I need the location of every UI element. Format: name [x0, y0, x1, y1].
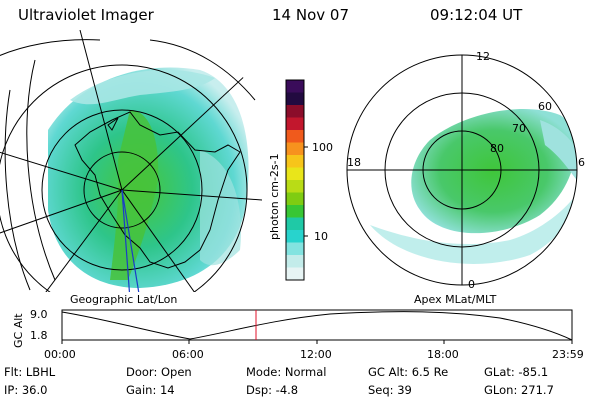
colorbar-tick-10: 10 — [314, 230, 328, 243]
colorbar-segment — [286, 242, 304, 256]
colorbar-segment — [286, 167, 304, 181]
colorbar-segment — [286, 217, 304, 231]
colorbar-tick-100: 100 — [312, 141, 333, 154]
colorbar-segment — [286, 130, 304, 143]
right-map-caption: Apex MLat/MLT — [414, 293, 497, 306]
timeline-plot: GC Alt 9.0 1.8 00:00 06:00 12:00 18:00 2… — [12, 308, 584, 361]
colorbar-segment — [286, 155, 304, 168]
timeline-ytick-high: 9.0 — [30, 308, 48, 321]
timeline-axis-label: GC Alt — [12, 313, 25, 348]
timeline-xtick-1800: 18:00 — [427, 348, 459, 361]
geographic-map — [0, 30, 262, 292]
timeline-xtick-1200: 12:00 — [300, 348, 332, 361]
info-gain: Gain: 14 — [126, 383, 175, 397]
timeline-xtick-2359: 23:59 — [552, 348, 584, 361]
mlt-label-0: 0 — [468, 278, 475, 291]
info-gcalt: GC Alt: 6.5 Re — [368, 365, 449, 379]
mlat-label-60: 60 — [538, 100, 552, 113]
info-door: Door: Open — [126, 365, 192, 379]
timeline-xtick-0000: 00:00 — [44, 348, 76, 361]
colorbar: 100 10 photon cm-2s-1 — [268, 79, 333, 281]
colorbar-segment — [286, 255, 304, 268]
left-map-caption: Geographic Lat/Lon — [70, 293, 177, 306]
colorbar-segment — [286, 80, 304, 93]
apex-map: 12 18 6 0 60 70 80 — [346, 50, 585, 291]
colorbar-segment — [286, 92, 304, 106]
mlat-label-80: 80 — [490, 142, 504, 155]
info-glon: GLon: 271.7 — [484, 383, 554, 397]
app-title: Ultraviolet Imager — [18, 6, 154, 24]
colorbar-segment — [286, 117, 304, 131]
colorbar-segment — [286, 142, 304, 156]
info-dsp: Dsp: -4.8 — [246, 383, 299, 397]
colorbar-segment — [286, 205, 304, 218]
timeline-ytick-low: 1.8 — [30, 329, 48, 342]
date-label: 14 Nov 07 — [272, 6, 349, 24]
timeline-xtick-0600: 06:00 — [172, 348, 204, 361]
mlt-label-18: 18 — [347, 156, 361, 169]
mlat-label-70: 70 — [512, 122, 526, 135]
info-glat: GLat: -85.1 — [484, 365, 549, 379]
colorbar-unit-label: photon cm-2s-1 — [268, 153, 281, 240]
mlt-label-6: 6 — [578, 156, 585, 169]
info-mode: Mode: Normal — [246, 365, 327, 379]
colorbar-segment — [286, 180, 304, 193]
info-ip: IP: 36.0 — [4, 383, 48, 397]
colorbar-segment — [286, 267, 304, 281]
colorbar-segment — [286, 105, 304, 118]
colorbar-segment — [286, 192, 304, 206]
colorbar-segment — [286, 230, 304, 243]
info-flt: Flt: LBHL — [4, 365, 56, 379]
mlt-label-12: 12 — [476, 50, 490, 63]
time-label: 09:12:04 UT — [430, 6, 523, 24]
info-seq: Seq: 39 — [368, 383, 412, 397]
